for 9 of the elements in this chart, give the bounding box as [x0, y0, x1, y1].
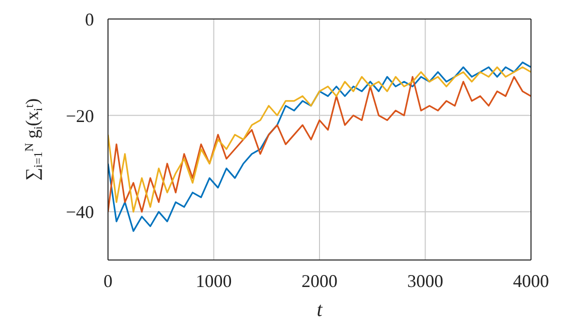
x-tick-label: 1000 [196, 270, 232, 291]
x-tick-label: 0 [104, 270, 112, 291]
y-tick-label: 0 [85, 9, 94, 30]
y-tick-label: −20 [66, 106, 94, 126]
y-tick-label: −40 [66, 202, 94, 222]
x-tick-label: 3000 [407, 270, 444, 291]
x-tick-label: 4000 [513, 270, 549, 291]
x-tick-label: 2000 [302, 270, 338, 291]
x-axis-title: t [316, 299, 323, 321]
